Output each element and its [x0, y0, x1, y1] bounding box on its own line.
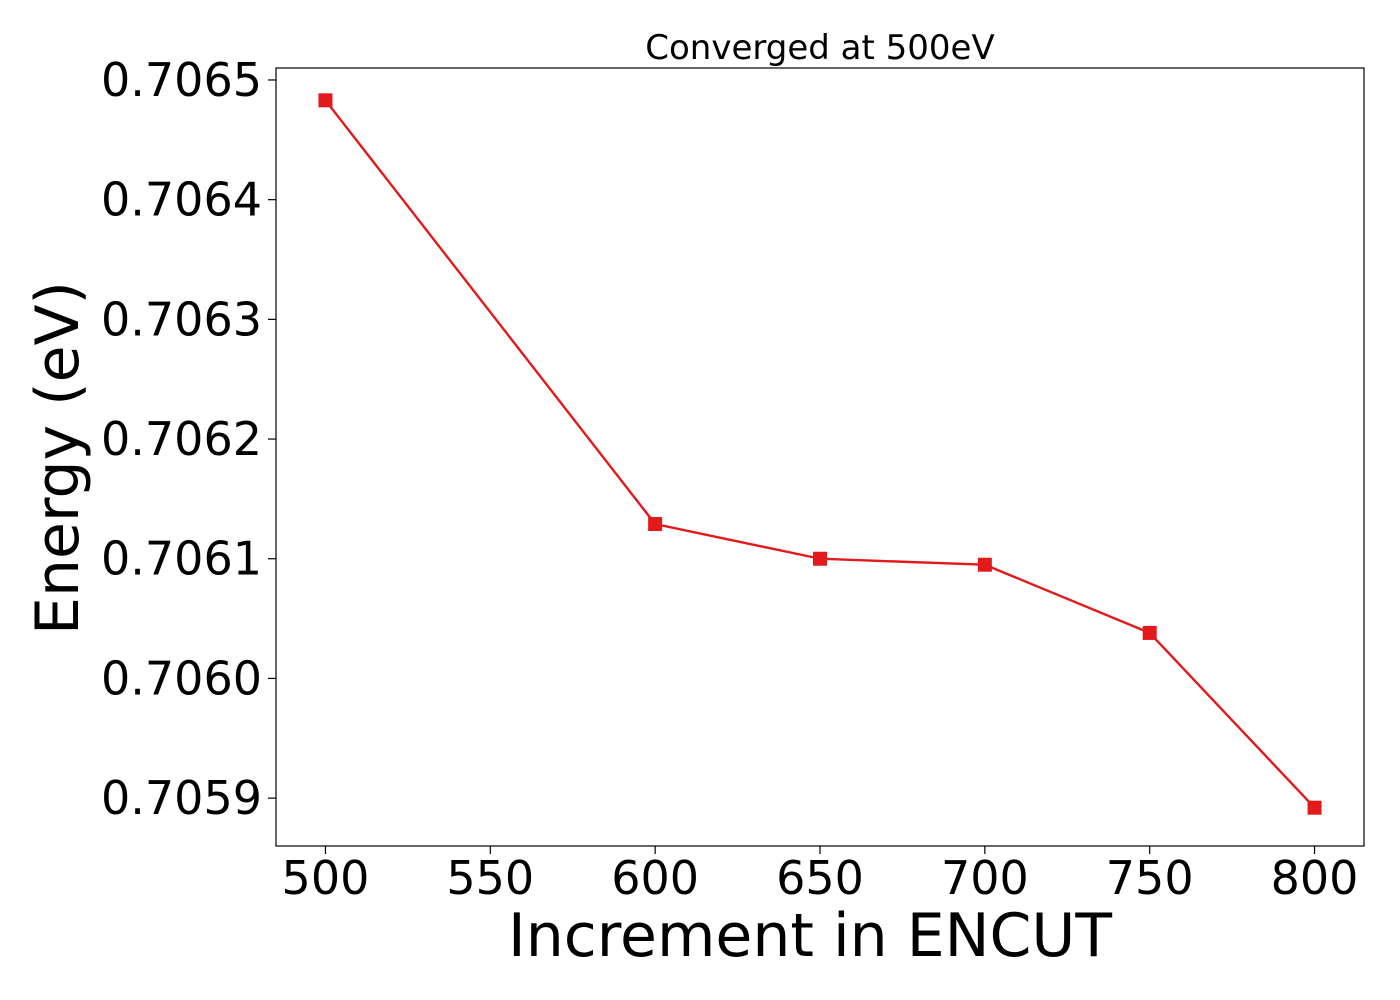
data-point	[318, 93, 333, 108]
data-point	[648, 517, 663, 532]
plot-series	[318, 93, 1322, 815]
data-point	[977, 557, 992, 572]
x-tick-label: 800	[1271, 851, 1359, 905]
x-tick-label: 500	[282, 851, 370, 905]
chart-title: Converged at 500eV	[645, 28, 994, 68]
x-tick-label: 750	[1106, 851, 1194, 905]
x-axis-title: Increment in ENCUT	[508, 901, 1112, 971]
y-axis: 0.7059 0.7060 0.7061 0.7062 0.7063 0.7064 0.70…	[101, 53, 276, 825]
y-tick-label: 0.7063	[101, 292, 262, 346]
series-line	[324, 99, 1316, 809]
data-point	[1142, 625, 1157, 640]
x-tick-label: 650	[776, 851, 864, 905]
data-point	[813, 551, 827, 566]
y-tick-label: 0.7061	[101, 532, 262, 586]
y-axis-title: Energy (eV)	[23, 281, 93, 635]
y-tick-label: 0.7065	[101, 53, 262, 107]
y-tick-label: 0.7059	[101, 771, 262, 825]
x-tick-label: 700	[941, 851, 1029, 905]
data-point	[1307, 800, 1322, 815]
x-tick-label: 600	[611, 851, 699, 905]
plot-frame	[275, 67, 1365, 847]
x-tick-label: 550	[446, 851, 534, 905]
y-tick-label: 0.7062	[101, 412, 262, 466]
x-axis: 500 550 600 650 700 750 800	[282, 846, 1359, 905]
y-tick-label: 0.7060	[101, 651, 262, 705]
y-tick-label: 0.7064	[101, 173, 262, 227]
